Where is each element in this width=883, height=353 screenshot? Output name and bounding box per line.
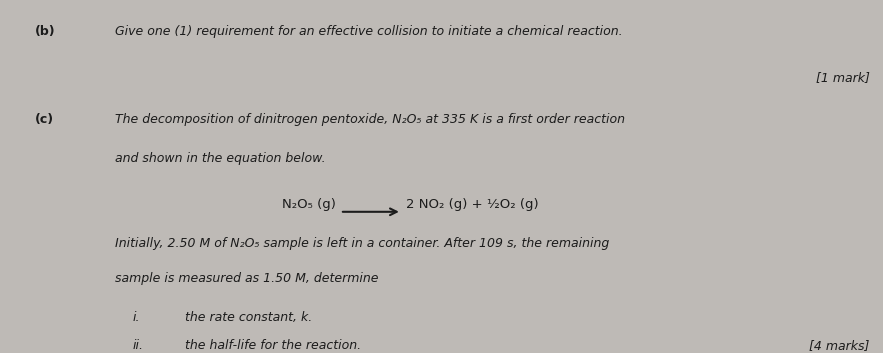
Text: The decomposition of dinitrogen pentoxide, N₂O₅ at 335 K is a first order reacti: The decomposition of dinitrogen pentoxid… xyxy=(115,113,625,126)
Text: the half-life for the reaction.: the half-life for the reaction. xyxy=(185,339,361,352)
Text: i.: i. xyxy=(132,311,140,324)
Text: Give one (1) requirement for an effective collision to initiate a chemical react: Give one (1) requirement for an effectiv… xyxy=(115,25,623,38)
Text: (c): (c) xyxy=(35,113,55,126)
Text: (b): (b) xyxy=(35,25,56,38)
Text: N₂O₅ (g): N₂O₅ (g) xyxy=(282,198,336,211)
Text: [4 marks]: [4 marks] xyxy=(810,339,870,352)
Text: ii.: ii. xyxy=(132,339,143,352)
Text: [1 mark]: [1 mark] xyxy=(816,71,870,84)
Text: and shown in the equation below.: and shown in the equation below. xyxy=(115,152,326,165)
Text: Initially, 2.50 M of N₂O₅ sample is left in a container. After 109 s, the remain: Initially, 2.50 M of N₂O₅ sample is left… xyxy=(115,237,609,250)
Text: the rate constant, k.: the rate constant, k. xyxy=(185,311,313,324)
Text: sample is measured as 1.50 M, determine: sample is measured as 1.50 M, determine xyxy=(115,272,378,285)
Text: 2 NO₂ (g) + ½O₂ (g): 2 NO₂ (g) + ½O₂ (g) xyxy=(406,198,539,211)
